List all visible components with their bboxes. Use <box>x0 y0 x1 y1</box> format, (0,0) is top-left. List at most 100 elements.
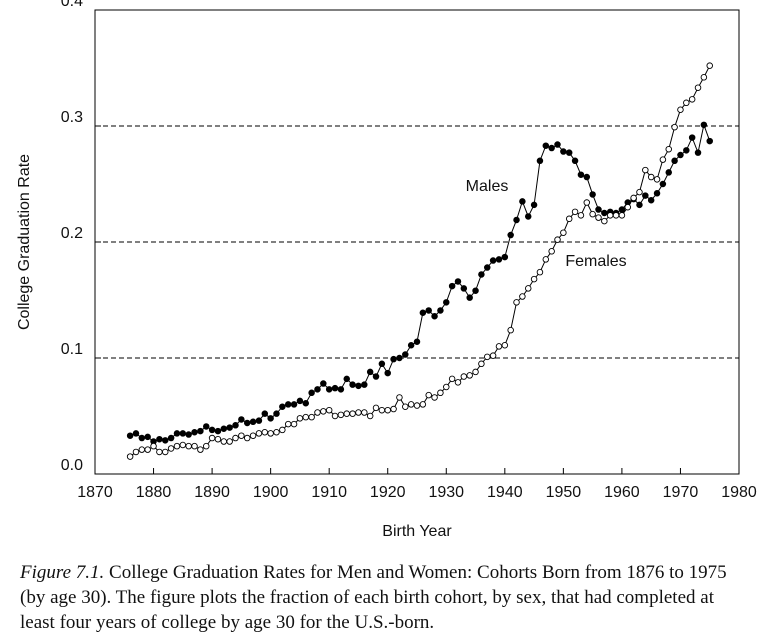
data-point <box>589 210 596 218</box>
data-point <box>314 409 321 416</box>
data-point <box>355 409 362 416</box>
data-point <box>390 405 397 413</box>
data-point <box>425 307 432 314</box>
x-tick-label: 1880 <box>136 484 172 501</box>
data-point <box>407 401 415 408</box>
data-point <box>197 427 204 435</box>
data-point <box>507 326 514 334</box>
x-tick-label: 1930 <box>428 484 464 501</box>
data-point <box>524 213 532 220</box>
data-point <box>536 157 544 165</box>
data-point <box>425 391 432 399</box>
y-axis-label: College Graduation Rate <box>16 154 33 330</box>
data-point <box>232 422 239 429</box>
x-tick-label: 1970 <box>663 484 699 501</box>
x-tick-label: 1940 <box>487 484 523 501</box>
data-point <box>472 287 479 294</box>
data-point <box>536 268 544 276</box>
data-point <box>683 147 690 154</box>
data-point <box>595 206 602 213</box>
data-point <box>302 399 310 407</box>
data-point <box>571 208 579 216</box>
data-point <box>495 343 503 350</box>
data-point <box>601 209 608 217</box>
data-point <box>448 282 456 290</box>
data-point <box>208 434 216 442</box>
data-point <box>595 214 602 221</box>
data-point <box>431 394 438 401</box>
y-tick-label: 0.1 <box>61 341 83 358</box>
data-point <box>179 430 187 437</box>
data-point <box>565 215 573 223</box>
data-point <box>138 446 146 453</box>
data-point <box>642 166 649 174</box>
x-axis-label: Birth Year <box>382 523 452 540</box>
data-point <box>267 415 274 422</box>
data-point <box>243 419 251 427</box>
data-point <box>296 415 304 422</box>
data-point <box>261 428 269 436</box>
data-point <box>290 401 298 408</box>
data-point <box>132 448 140 456</box>
data-point <box>167 445 175 452</box>
data-point <box>630 194 637 202</box>
data-point <box>501 341 509 349</box>
data-point <box>542 256 550 263</box>
data-point <box>524 285 532 292</box>
data-point <box>694 84 702 91</box>
data-point <box>325 386 333 393</box>
data-point <box>361 409 368 416</box>
data-point <box>671 123 678 131</box>
data-point <box>284 401 292 408</box>
data-point <box>314 386 321 393</box>
data-point <box>372 373 380 380</box>
x-tick-label: 1870 <box>77 484 113 501</box>
data-point <box>583 173 591 181</box>
data-point <box>478 360 485 368</box>
data-point <box>331 384 339 392</box>
data-point <box>683 99 690 107</box>
data-point <box>396 354 403 362</box>
data-point <box>402 351 409 358</box>
data-point <box>688 134 696 141</box>
data-point <box>647 173 655 181</box>
data-point <box>443 299 450 306</box>
series-label: Females <box>565 253 626 270</box>
data-point <box>232 434 239 442</box>
x-tick-label: 1980 <box>721 484 757 501</box>
data-point <box>530 275 538 283</box>
data-point <box>513 216 520 224</box>
data-point <box>331 412 339 420</box>
x-tick-label: 1900 <box>253 484 289 501</box>
data-point <box>320 380 327 387</box>
data-point <box>255 430 263 437</box>
data-point <box>612 212 620 219</box>
data-point <box>448 375 456 383</box>
data-point <box>419 309 427 317</box>
data-point <box>466 294 473 301</box>
data-point <box>261 410 269 417</box>
data-point <box>706 137 713 145</box>
data-point <box>601 217 608 225</box>
data-point <box>378 360 386 368</box>
data-point <box>478 271 485 278</box>
data-point <box>167 434 175 442</box>
data-point <box>255 417 263 424</box>
data-point <box>191 442 198 450</box>
data-point <box>185 431 192 438</box>
data-point <box>413 402 421 409</box>
y-tick-label: 0.3 <box>61 109 83 126</box>
data-point <box>437 389 444 397</box>
data-point <box>173 430 181 437</box>
data-point <box>384 369 391 377</box>
data-point <box>407 341 415 349</box>
data-point <box>144 446 151 453</box>
data-point <box>238 416 245 423</box>
data-point <box>507 231 514 239</box>
data-point <box>484 353 491 361</box>
data-point <box>361 381 368 388</box>
data-point <box>706 62 713 69</box>
data-point <box>279 403 286 410</box>
data-point <box>495 256 503 263</box>
